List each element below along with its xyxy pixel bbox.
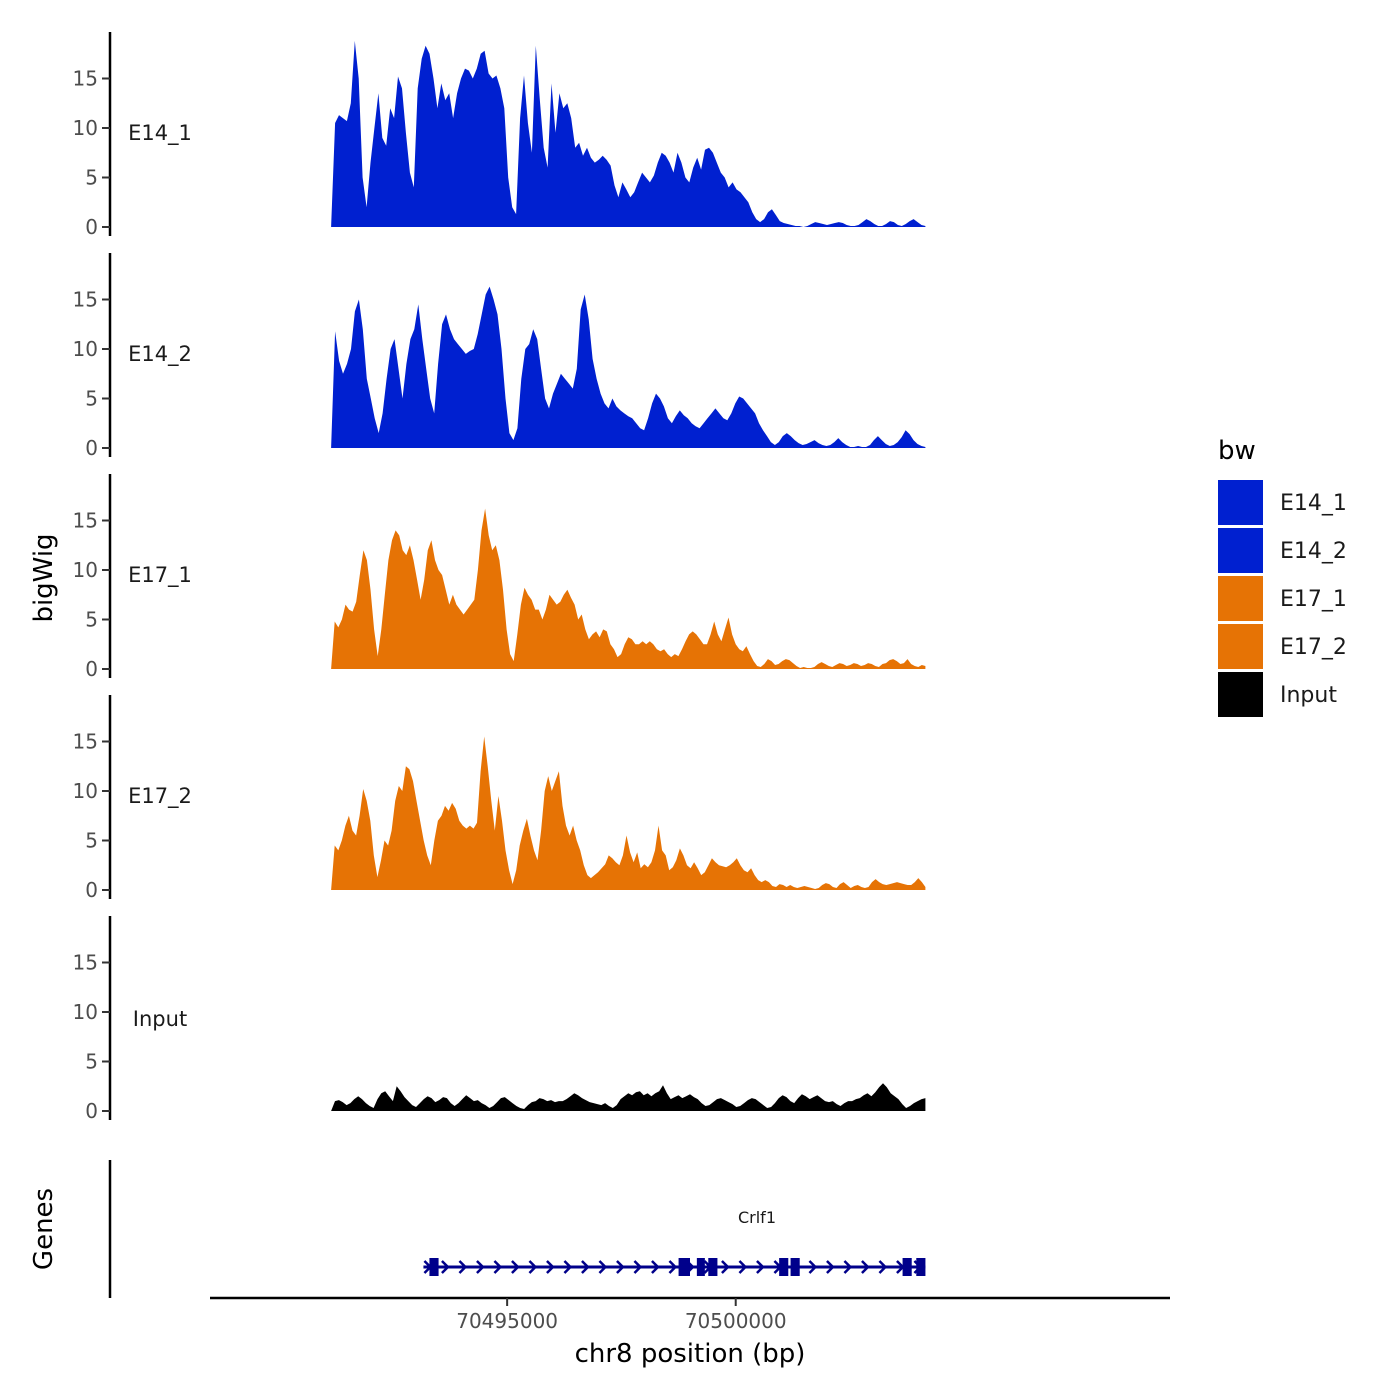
strand-arrow bbox=[668, 1260, 678, 1274]
exon bbox=[916, 1258, 926, 1276]
strand-arrow bbox=[808, 1260, 818, 1274]
coverage-area-e17-2 bbox=[331, 736, 926, 890]
exon bbox=[779, 1258, 789, 1276]
strand-arrow bbox=[511, 1260, 520, 1274]
track-e17-1: 0 5 10 15 E17_1 bbox=[73, 474, 926, 681]
gene-label: Crlf1 bbox=[738, 1208, 776, 1227]
coverage-area-e14-2 bbox=[331, 286, 926, 448]
strand-arrow bbox=[598, 1260, 608, 1274]
coverage-area-e17-1 bbox=[331, 508, 926, 669]
gene-panel: Crlf1 bbox=[108, 1160, 926, 1298]
strand-arrow bbox=[756, 1260, 765, 1274]
legend-swatch bbox=[1218, 672, 1263, 717]
strand-arrow bbox=[633, 1260, 643, 1274]
x-axis-title: chr8 position (bp) bbox=[575, 1339, 806, 1369]
legend-label: E17_1 bbox=[1280, 587, 1347, 612]
y-tick-label: 10 bbox=[73, 779, 98, 803]
y-tick-label: 5 bbox=[85, 608, 98, 632]
exon bbox=[790, 1258, 800, 1276]
legend-title: bw bbox=[1218, 436, 1256, 466]
exon bbox=[429, 1258, 439, 1276]
x-tick-label: 70500000 bbox=[685, 1309, 787, 1333]
y-tick-label: 0 bbox=[85, 215, 98, 239]
legend-label: E14_1 bbox=[1280, 491, 1347, 516]
strand-arrow bbox=[826, 1260, 835, 1274]
track-label: E17_2 bbox=[128, 784, 192, 809]
y-axis-title: bigWig bbox=[29, 533, 59, 622]
strand-arrow bbox=[861, 1260, 870, 1274]
track-label: E14_1 bbox=[128, 121, 192, 146]
gene-crlf1: Crlf1 bbox=[423, 1208, 926, 1276]
bigwig-tracks: 0 5 10 15 E14_1 0 5 10 15 E14_2 0 5 10 15 E17_1 0 5 10 15 E… bbox=[73, 32, 926, 1123]
coverage-area-e14-1 bbox=[331, 40, 926, 228]
exon bbox=[708, 1258, 718, 1276]
y-tick-label: 15 bbox=[73, 67, 98, 91]
y-tick-label: 5 bbox=[85, 1050, 98, 1074]
coverage-area-input bbox=[331, 1083, 926, 1111]
strand-arrow bbox=[493, 1260, 503, 1274]
legend-swatch bbox=[1218, 528, 1263, 573]
legend-swatch bbox=[1218, 624, 1263, 669]
legend-label: Input bbox=[1280, 683, 1337, 708]
y-tick-label: 0 bbox=[85, 436, 98, 460]
track-e17-2: 0 5 10 15 E17_2 bbox=[73, 695, 926, 902]
y-tick-label: 15 bbox=[73, 951, 98, 975]
legend-swatch bbox=[1218, 480, 1263, 525]
strand-arrow bbox=[738, 1260, 748, 1274]
track-e14-2: 0 5 10 15 E14_2 bbox=[73, 253, 926, 460]
legend-item-input: Input bbox=[1218, 672, 1337, 717]
x-axis: 70495000 70500000 bbox=[210, 1296, 1170, 1333]
y-tick-label: 10 bbox=[73, 1000, 98, 1024]
exon bbox=[902, 1258, 912, 1276]
y-tick-label: 0 bbox=[85, 878, 98, 902]
legend: bw E14_1 E14_2 E17_1 E17_2 Input bbox=[1218, 436, 1347, 717]
strand-arrow bbox=[581, 1260, 590, 1274]
strand-arrow bbox=[843, 1260, 853, 1274]
y-tick-label: 15 bbox=[73, 288, 98, 312]
legend-label: E14_2 bbox=[1280, 539, 1347, 564]
strand-arrow bbox=[528, 1260, 538, 1274]
y-tick-label: 0 bbox=[85, 1099, 98, 1123]
y-tick-label: 5 bbox=[85, 829, 98, 853]
strand-arrow bbox=[546, 1260, 555, 1274]
legend-label: E17_2 bbox=[1280, 635, 1347, 660]
strand-arrow bbox=[878, 1260, 888, 1274]
genes-axis-title: Genes bbox=[29, 1188, 59, 1270]
legend-swatch bbox=[1218, 576, 1263, 621]
strand-arrow bbox=[616, 1260, 625, 1274]
strand-arrow bbox=[651, 1260, 660, 1274]
strand-arrow bbox=[458, 1260, 468, 1274]
track-label: E17_1 bbox=[128, 563, 192, 588]
strand-arrow bbox=[441, 1260, 450, 1274]
legend-item-e14-1: E14_1 bbox=[1218, 480, 1347, 525]
exon bbox=[696, 1258, 705, 1276]
legend-item-e14-2: E14_2 bbox=[1218, 528, 1347, 573]
track-label: E14_2 bbox=[128, 342, 192, 367]
y-tick-label: 10 bbox=[73, 558, 98, 582]
y-tick-label: 10 bbox=[73, 337, 98, 361]
strand-arrow bbox=[721, 1260, 730, 1274]
y-tick-label: 10 bbox=[73, 116, 98, 140]
y-tick-label: 5 bbox=[85, 387, 98, 411]
y-tick-label: 15 bbox=[73, 730, 98, 754]
legend-item-e17-1: E17_1 bbox=[1218, 576, 1347, 621]
y-tick-label: 15 bbox=[73, 509, 98, 533]
y-tick-label: 0 bbox=[85, 657, 98, 681]
track-input: 0 5 10 15 Input bbox=[73, 916, 926, 1123]
track-e14-1: 0 5 10 15 E14_1 bbox=[73, 32, 926, 239]
y-tick-label: 5 bbox=[85, 166, 98, 190]
legend-item-e17-2: E17_2 bbox=[1218, 624, 1347, 669]
exon bbox=[678, 1258, 690, 1276]
strand-arrow bbox=[476, 1260, 485, 1274]
track-label: Input bbox=[133, 1007, 187, 1031]
strand-arrow bbox=[563, 1260, 573, 1274]
x-tick-label: 70495000 bbox=[456, 1309, 558, 1333]
